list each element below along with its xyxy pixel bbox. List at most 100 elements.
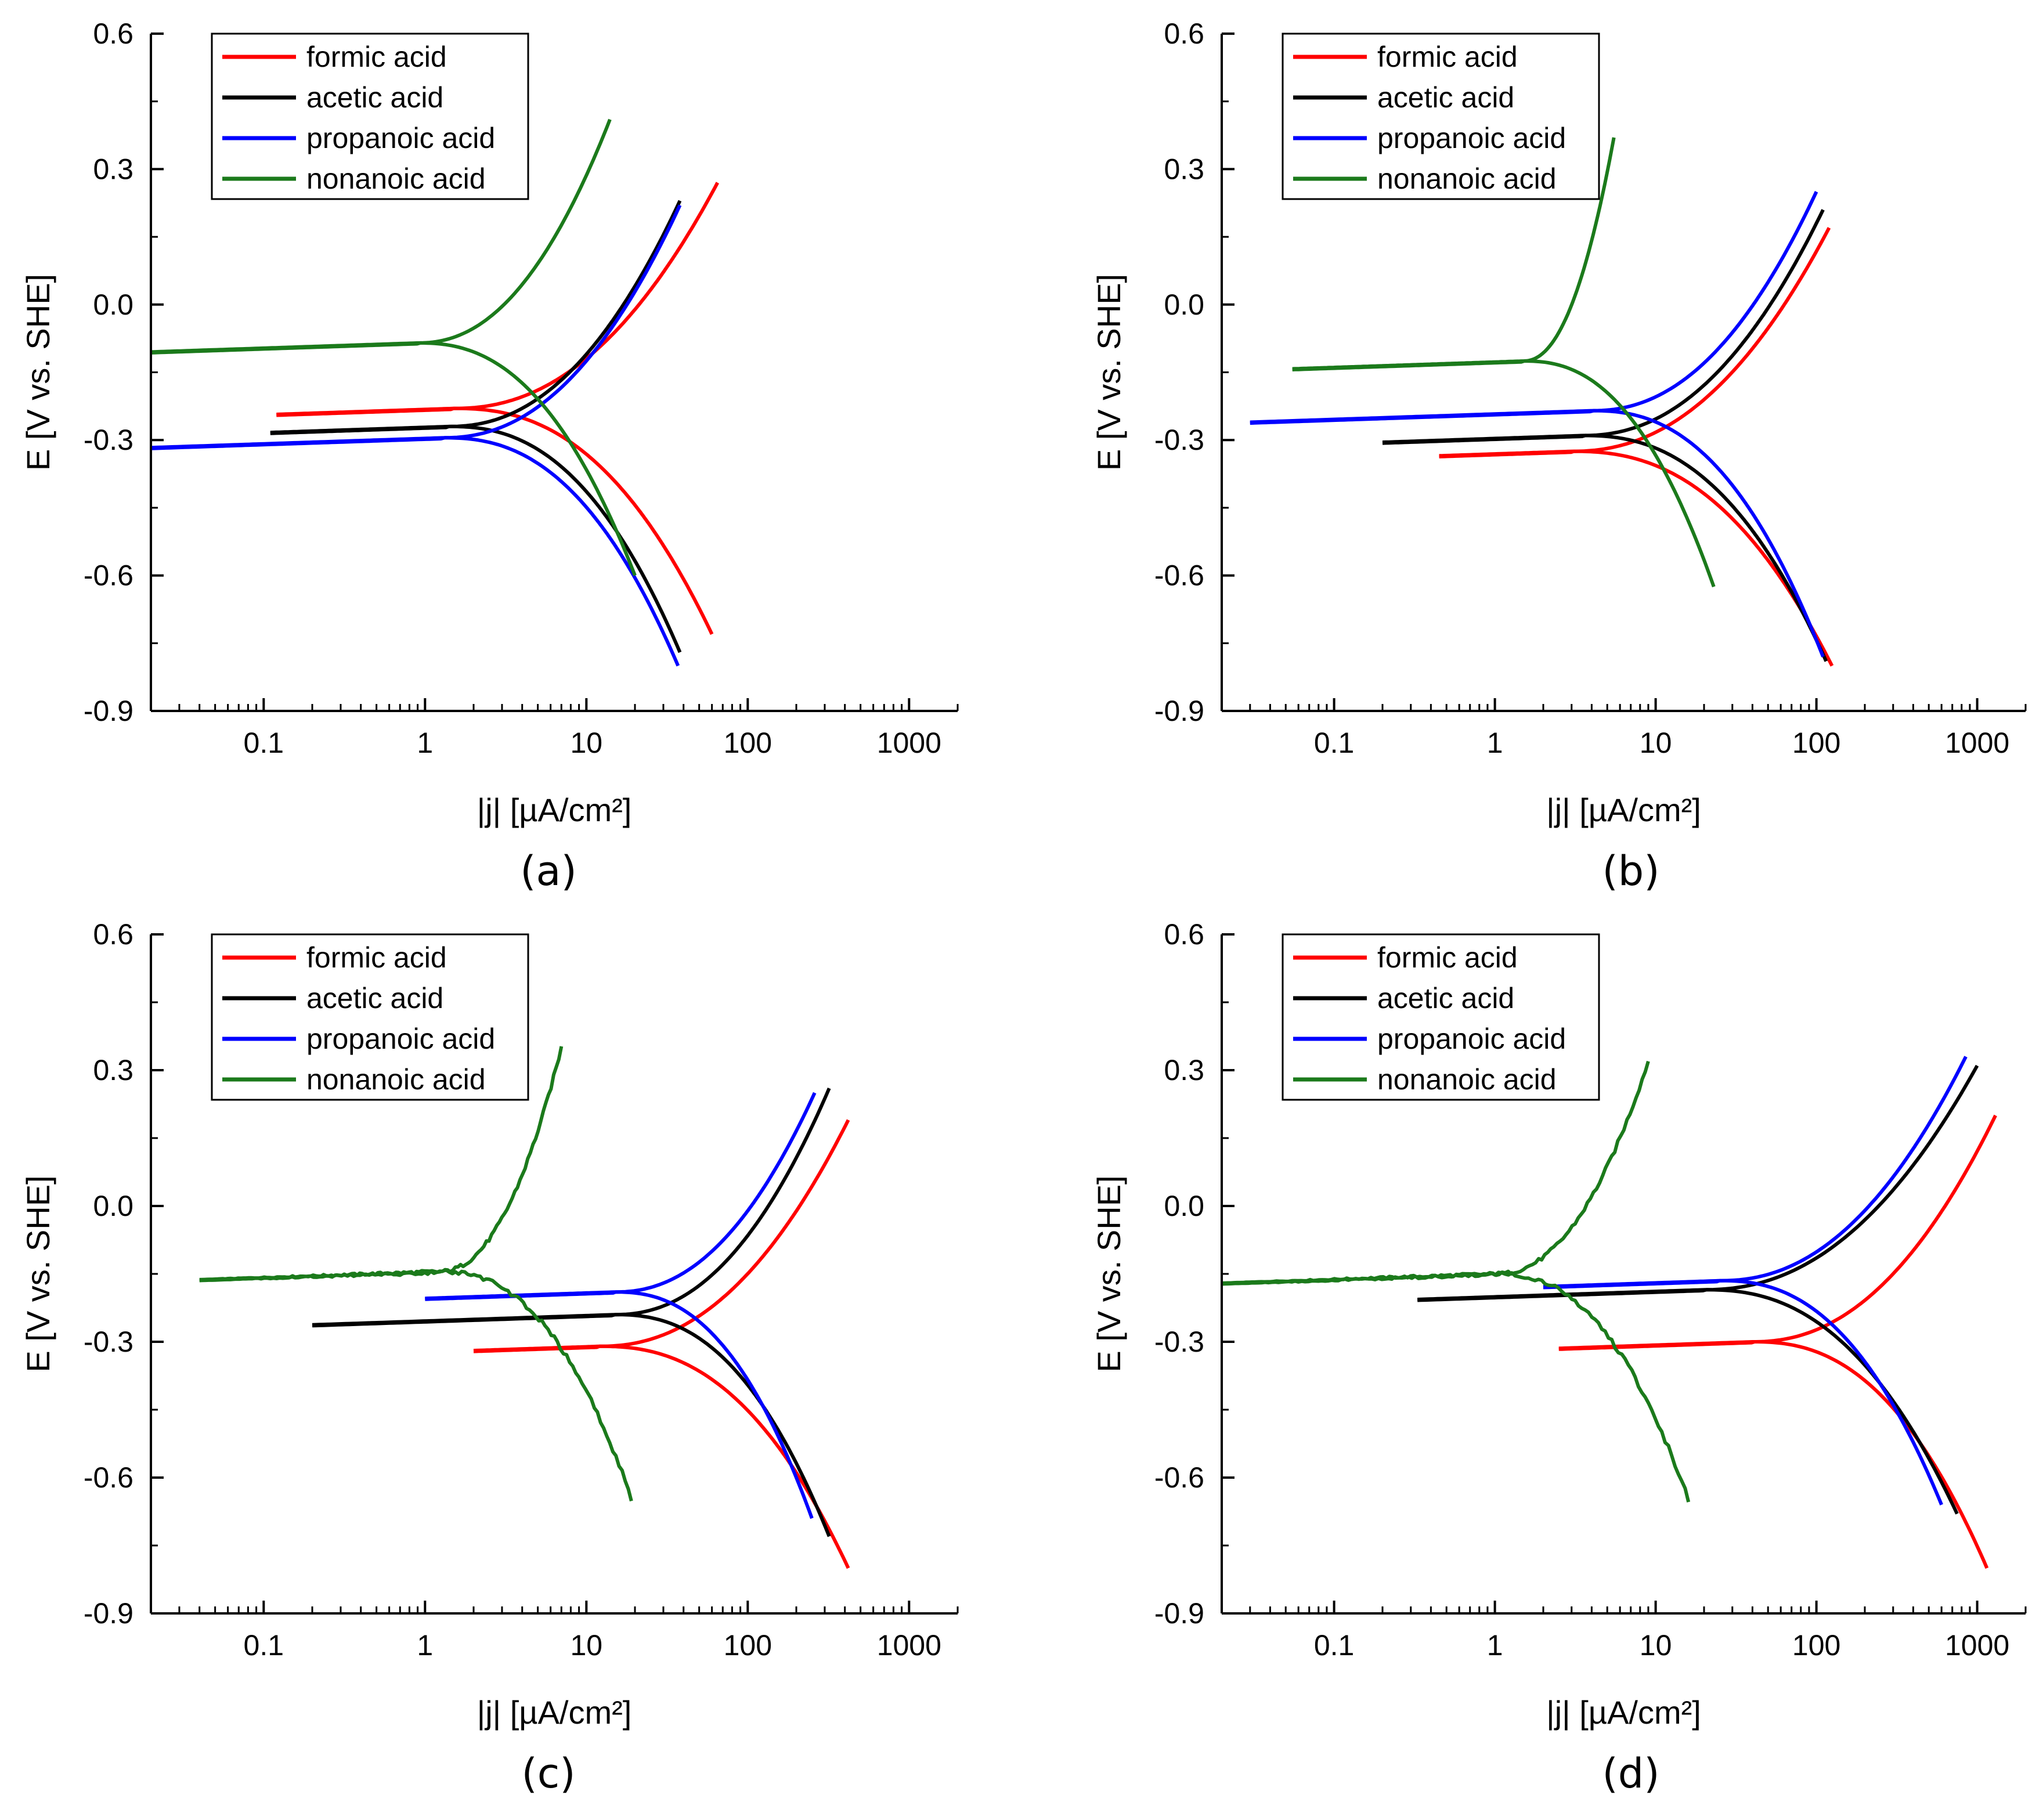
y-tick-label: 0.0 — [1164, 1190, 1204, 1222]
series-cathodic-branch — [1292, 359, 1716, 588]
panel-label: (c) — [521, 1750, 575, 1797]
legend-label: nonanoic acid — [1377, 1063, 1557, 1096]
series-cathodic-branch — [425, 1290, 814, 1519]
legend-label: nonanoic acid — [306, 162, 486, 195]
x-tick-label: 10 — [1640, 1629, 1672, 1662]
chart-panel-1: -0.9 -0.6 -0.3 0.0 0.3 0.6 0.1 1 10 100 1000 |j| [µ… — [20, 17, 959, 895]
x-axis-title: |j| [µA/cm²] — [1546, 1694, 1701, 1731]
panel-label: (b) — [1602, 847, 1659, 895]
y-tick-label: 0.6 — [93, 17, 133, 50]
series-cathodic-branch — [151, 341, 637, 576]
x-tick-label: 1000 — [1945, 1629, 2009, 1662]
y-tick-label: 0.6 — [1164, 918, 1204, 951]
series-cathodic-branch — [1382, 434, 1828, 662]
y-tick-label: 0.3 — [1164, 1054, 1204, 1086]
series-cathodic-branch — [151, 436, 680, 667]
y-tick-label: 0.0 — [1164, 288, 1204, 321]
y-tick-label: 0.3 — [93, 153, 133, 185]
y-tick-label: -0.6 — [84, 1461, 133, 1494]
x-axis-title: |j| [µA/cm²] — [477, 1694, 632, 1731]
legend-label: formic acid — [306, 941, 447, 974]
y-tick-label: -0.3 — [1154, 424, 1204, 456]
legend-label: nonanoic acid — [1377, 162, 1557, 195]
series-cathodic-branch — [199, 1268, 633, 1502]
legend-label: propanoic acid — [306, 1023, 495, 1055]
series-cathodic-branch — [1543, 1279, 1943, 1505]
x-tick-label: 1 — [1487, 1629, 1503, 1662]
series-cathodic-branch — [473, 1344, 850, 1569]
series-cathodic-branch — [276, 406, 714, 635]
x-tick-label: 1000 — [877, 727, 941, 759]
legend-label: formic acid — [1377, 41, 1518, 73]
legend-box — [211, 933, 529, 1101]
chart-panel-3: -0.9 -0.6 -0.3 0.0 0.3 0.6 0.1 1 10 100 1000 |j| [µ… — [20, 918, 959, 1797]
y-tick-label: 0.0 — [93, 1190, 133, 1222]
legend-label: nonanoic acid — [306, 1063, 486, 1096]
data-layer — [1222, 1056, 1997, 1569]
x-tick-label: 0.1 — [244, 727, 284, 759]
series-cathodic-branch — [1250, 409, 1825, 658]
x-tick-label: 100 — [724, 1629, 772, 1662]
legend-label: formic acid — [306, 41, 447, 73]
x-tick-label: 1 — [1487, 727, 1503, 759]
y-tick-label: -0.9 — [1154, 695, 1204, 727]
series-cathodic-branch — [312, 1313, 831, 1537]
chart-panel-2: -0.9 -0.6 -0.3 0.0 0.3 0.6 0.1 1 10 100 1000 |j| [µ… — [1091, 17, 2027, 895]
chart-panel-4: -0.9 -0.6 -0.3 0.0 0.3 0.6 0.1 1 10 100 1000 |j| [µ… — [1091, 918, 2027, 1797]
y-tick-label: 0.0 — [93, 288, 133, 321]
x-tick-label: 100 — [1792, 727, 1840, 759]
x-tick-label: 100 — [724, 727, 772, 759]
legend-label: formic acid — [1377, 941, 1518, 974]
x-tick-label: 10 — [1640, 727, 1672, 759]
x-tick-label: 1 — [417, 727, 433, 759]
x-tick-label: 0.1 — [1314, 727, 1355, 759]
legend-box — [1282, 32, 1600, 200]
legend-label: acetic acid — [306, 81, 443, 114]
y-tick-label: -0.6 — [84, 559, 133, 592]
y-axis-title: E [V vs. SHE] — [20, 274, 56, 471]
panel-label: (a) — [520, 847, 577, 895]
y-tick-label: -0.6 — [1154, 1461, 1204, 1494]
x-tick-label: 0.1 — [1314, 1629, 1355, 1662]
y-tick-label: 0.6 — [1164, 17, 1204, 50]
y-axis-title: E [V vs. SHE] — [1091, 274, 1127, 471]
y-tick-label: -0.3 — [84, 424, 133, 456]
x-axis-title: |j| [µA/cm²] — [1546, 792, 1701, 828]
data-layer — [151, 118, 719, 667]
y-tick-label: 0.3 — [93, 1054, 133, 1086]
x-tick-label: 10 — [571, 1629, 603, 1662]
x-tick-label: 0.1 — [244, 1629, 284, 1662]
panel-label: (d) — [1602, 1750, 1659, 1797]
x-tick-label: 100 — [1792, 1629, 1840, 1662]
y-tick-label: -0.6 — [1154, 559, 1204, 592]
y-tick-label: -0.9 — [1154, 1597, 1204, 1630]
y-tick-label: 0.6 — [93, 918, 133, 951]
legend-label: propanoic acid — [306, 122, 495, 154]
series-cathodic-branch — [1417, 1288, 1959, 1515]
x-axis-title: |j| [µA/cm²] — [477, 792, 632, 828]
legend-box — [211, 32, 529, 200]
y-axis-title: E [V vs. SHE] — [20, 1175, 56, 1372]
series-cathodic-branch — [1439, 449, 1834, 667]
legend-label: acetic acid — [1377, 982, 1514, 1014]
legend-box — [1282, 933, 1600, 1101]
y-tick-label: 0.3 — [1164, 153, 1204, 185]
y-tick-label: -0.9 — [84, 1597, 133, 1630]
y-tick-label: -0.3 — [84, 1326, 133, 1358]
y-tick-label: -0.3 — [1154, 1326, 1204, 1358]
legend-label: propanoic acid — [1377, 1023, 1566, 1055]
y-tick-label: -0.9 — [84, 695, 133, 727]
data-layer — [1250, 137, 1834, 667]
x-tick-label: 1000 — [1945, 727, 2009, 759]
y-axis-title: E [V vs. SHE] — [1091, 1175, 1127, 1372]
legend-label: acetic acid — [306, 982, 443, 1014]
x-tick-label: 1000 — [877, 1629, 941, 1662]
series-cathodic-branch — [1222, 1270, 1691, 1503]
legend-label: propanoic acid — [1377, 122, 1566, 154]
data-layer — [199, 1046, 850, 1569]
x-tick-label: 10 — [571, 727, 603, 759]
x-tick-label: 1 — [417, 1629, 433, 1662]
legend-label: acetic acid — [1377, 81, 1514, 114]
